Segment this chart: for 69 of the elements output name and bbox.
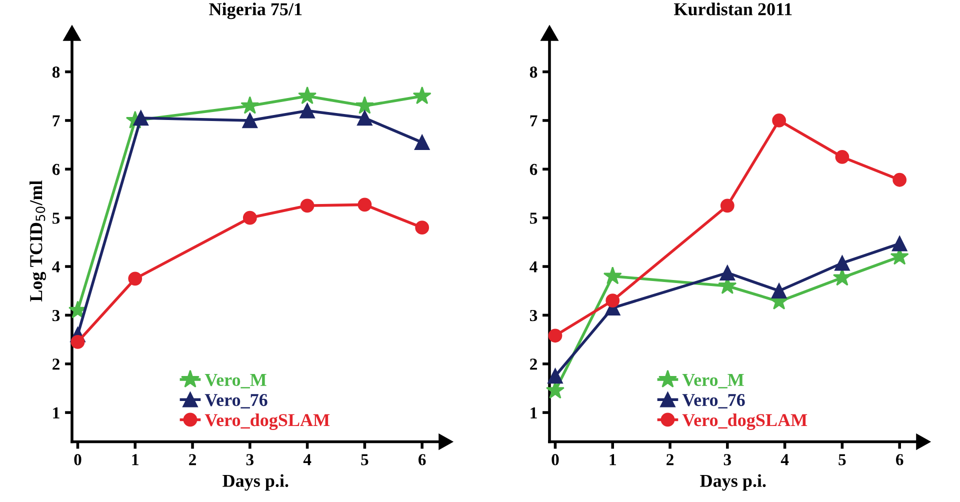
- y-tick-label: 1: [530, 407, 537, 418]
- y-tick-label: 2: [530, 358, 537, 370]
- point: [412, 86, 432, 104]
- x-tick-label: 0: [74, 454, 82, 466]
- y-tick-label: 8: [52, 66, 60, 78]
- y-tick-label: 6: [52, 164, 60, 176]
- y-tick-label: 8: [530, 66, 538, 78]
- point: [771, 283, 787, 298]
- point: [358, 198, 372, 212]
- legend-label: Vero_M: [682, 374, 744, 388]
- x-tick-label: 1: [132, 454, 138, 466]
- x-tick-label: 0: [552, 454, 559, 466]
- point: [892, 236, 908, 252]
- legend-label: Vero_dogSLAM: [204, 413, 330, 430]
- point: [548, 328, 562, 343]
- point: [242, 210, 257, 225]
- y-tick-label: 7: [52, 115, 60, 126]
- x-axis-title: Days p.i.: [700, 474, 766, 491]
- point: [355, 96, 374, 114]
- point: [68, 300, 88, 318]
- y-tick-label: 4: [530, 261, 538, 272]
- point: [242, 112, 258, 128]
- point: [772, 114, 786, 128]
- point: [414, 134, 430, 150]
- point: [892, 172, 907, 187]
- point: [834, 255, 850, 271]
- x-tick-label: 3: [246, 454, 254, 466]
- point: [835, 150, 850, 164]
- point: [548, 368, 563, 384]
- legend-label: Vero_76: [682, 394, 745, 408]
- point: [300, 103, 315, 118]
- y-tick-label: 2: [52, 358, 60, 370]
- legend-label: Vero_76: [204, 394, 268, 408]
- point: [240, 96, 260, 114]
- point: [606, 294, 620, 308]
- x-tick-label: 3: [724, 454, 732, 466]
- point: [133, 110, 149, 126]
- x-tick-label: 4: [780, 454, 789, 466]
- point: [720, 198, 734, 213]
- legend-label: Vero_dogSLAM: [682, 413, 808, 430]
- point: [415, 220, 430, 235]
- point: [70, 335, 85, 349]
- y-tick-label: 1: [53, 407, 60, 418]
- y-axis-title: Log TCID$_{50}$/ml: [30, 180, 46, 302]
- x-tick-label: 1: [610, 454, 616, 466]
- point: [300, 198, 314, 213]
- x-tick-label: 2: [666, 454, 674, 466]
- point: [298, 86, 317, 104]
- y-tick-label: 3: [52, 310, 60, 322]
- y-tick-label: 4: [52, 261, 60, 272]
- chart-title: Kurdistan 2011: [674, 2, 792, 16]
- legend-label: Vero_M: [204, 374, 266, 388]
- y-tick-label: 6: [530, 164, 538, 176]
- point: [128, 272, 142, 286]
- x-tick-label: 4: [303, 454, 312, 466]
- point: [603, 266, 622, 284]
- x-tick-label: 6: [896, 454, 904, 466]
- point: [357, 110, 372, 126]
- point: [720, 265, 736, 280]
- x-axis-title: Days p.i.: [222, 474, 288, 491]
- y-tick-label: 3: [530, 310, 538, 322]
- y-tick-label: 7: [530, 115, 538, 126]
- chart-title: Nigeria 75/1: [209, 2, 302, 20]
- y-tick-label: 5: [530, 212, 538, 224]
- x-tick-label: 5: [838, 454, 846, 466]
- y-tick-label: 5: [52, 212, 60, 224]
- x-tick-label: 2: [189, 454, 196, 466]
- x-tick-label: 5: [361, 454, 368, 466]
- x-tick-label: 6: [418, 454, 426, 466]
